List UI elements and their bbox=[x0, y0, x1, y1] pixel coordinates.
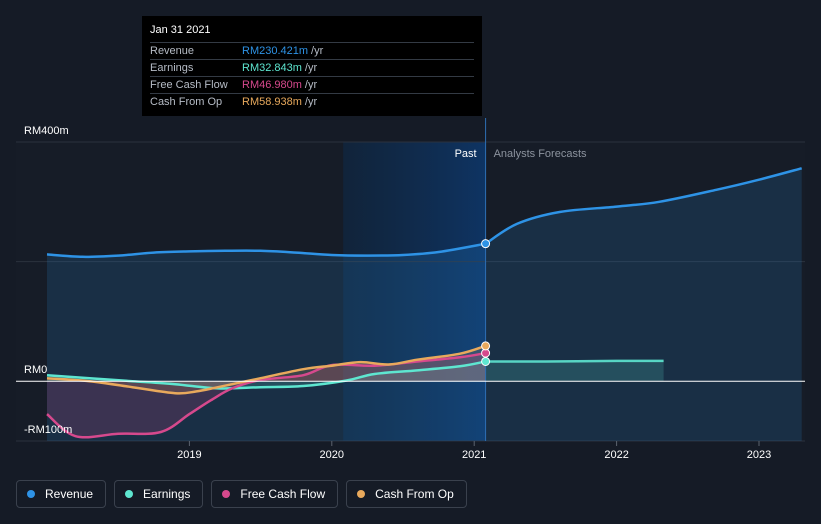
x-tick-label: 2020 bbox=[320, 449, 344, 461]
legend-item-revenue[interactable]: Revenue bbox=[16, 480, 107, 508]
x-tick-label: 2023 bbox=[747, 449, 771, 461]
tooltip-row-free-cash-flow: Free Cash Flow RM46.980m /yr bbox=[150, 76, 474, 93]
forecast-label: Analysts Forecasts bbox=[494, 148, 587, 160]
tooltip-value: RM230.421m bbox=[242, 45, 309, 57]
legend-label: Cash From Op bbox=[375, 487, 454, 501]
legend-item-cash-from-op[interactable]: Cash From Op bbox=[346, 480, 467, 508]
tooltip-value: RM32.843m bbox=[242, 62, 302, 74]
area-earnings-forecast bbox=[485, 360, 664, 382]
tooltip-unit: /yr bbox=[311, 45, 324, 57]
x-tick-label: 2021 bbox=[462, 449, 486, 461]
tooltip-row-cash-from-op: Cash From Op RM58.938m /yr bbox=[150, 93, 474, 110]
line-free-cash-flow bbox=[46, 351, 486, 439]
marker-earnings bbox=[481, 356, 491, 366]
legend-label: Free Cash Flow bbox=[240, 487, 326, 501]
legend: Revenue Earnings Free Cash Flow Cash Fro… bbox=[16, 480, 467, 508]
marker-cash-from-op bbox=[481, 341, 491, 351]
marker-revenue bbox=[481, 239, 491, 249]
grid bbox=[16, 141, 805, 442]
tooltip-row-revenue: Revenue RM230.421m /yr bbox=[150, 42, 474, 59]
x-tick-label: 2019 bbox=[177, 449, 201, 461]
tooltip-unit: /yr bbox=[304, 79, 318, 91]
x-tick-label: 2022 bbox=[604, 449, 628, 461]
line-cash-from-op bbox=[46, 344, 486, 395]
legend-dot-icon bbox=[357, 490, 366, 498]
past-label: Past bbox=[455, 148, 477, 160]
tooltip-unit: /yr bbox=[304, 62, 318, 74]
series-markers bbox=[481, 239, 491, 366]
line-revenue bbox=[46, 242, 486, 259]
tooltip-label: Revenue bbox=[150, 45, 195, 57]
tooltip-label: Free Cash Flow bbox=[150, 79, 228, 91]
legend-dot-icon bbox=[222, 490, 231, 498]
tooltip-date: Jan 31 2021 bbox=[150, 24, 211, 36]
area-revenue-forecast bbox=[485, 168, 802, 442]
legend-label: Earnings bbox=[143, 487, 191, 501]
line-earnings-forecast bbox=[485, 359, 664, 363]
y-tick-label: RM0 bbox=[24, 364, 47, 376]
tooltip-value: RM46.980m bbox=[242, 79, 302, 91]
legend-label: Revenue bbox=[45, 487, 94, 501]
tooltip-label: Earnings bbox=[150, 62, 194, 74]
tooltip-row-earnings: Earnings RM32.843m /yr bbox=[150, 59, 474, 76]
x-axis-ticks: 2019 2020 2021 2022 2023 bbox=[177, 441, 771, 461]
tooltip: Jan 31 2021 Revenue RM230.421m /yr Earni… bbox=[142, 16, 482, 116]
legend-dot-icon bbox=[27, 490, 35, 498]
legend-item-free-cash-flow[interactable]: Free Cash Flow bbox=[211, 480, 339, 508]
y-tick-label: RM400m bbox=[24, 125, 69, 137]
line-revenue-forecast bbox=[484, 167, 803, 245]
past-highlight-region bbox=[343, 142, 486, 441]
tooltip-value: RM58.938m bbox=[242, 96, 302, 108]
tooltip-unit: /yr bbox=[304, 96, 318, 108]
y-tick-label: -RM100m bbox=[24, 424, 72, 436]
legend-dot-icon bbox=[125, 490, 134, 498]
y-axis-ticks: RM400m RM0 -RM100m bbox=[24, 125, 72, 436]
legend-item-earnings[interactable]: Earnings bbox=[114, 480, 204, 508]
tooltip-label: Cash From Op bbox=[150, 96, 223, 108]
